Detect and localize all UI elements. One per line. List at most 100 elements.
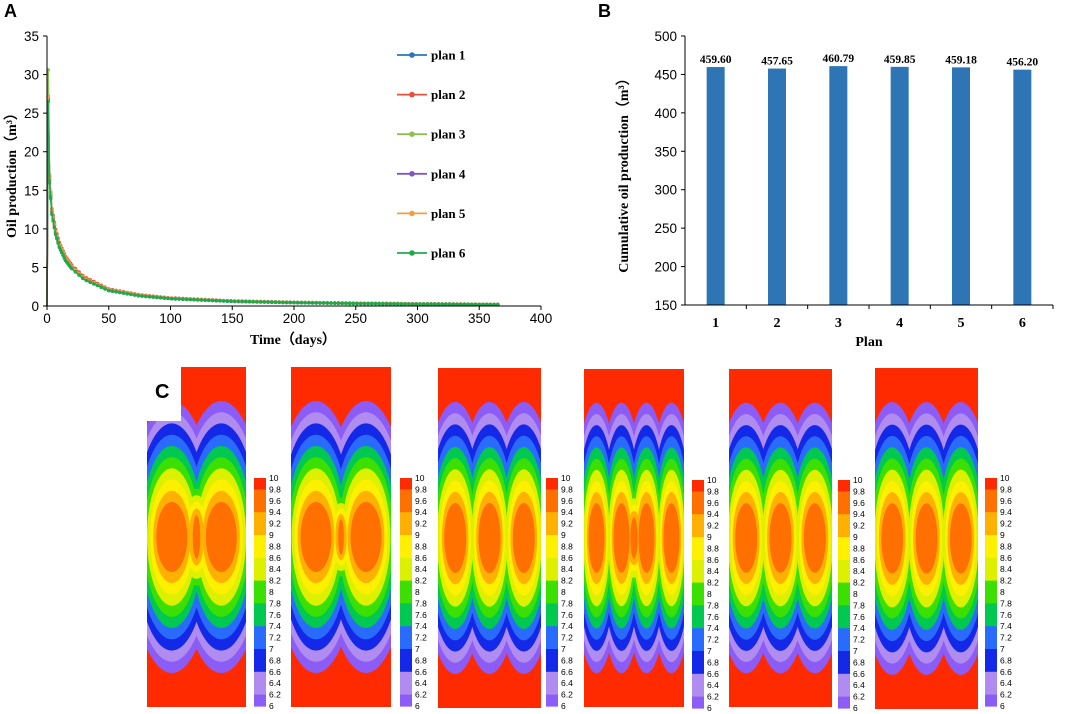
a-series-marker bbox=[48, 196, 53, 201]
a-series-marker bbox=[458, 302, 463, 307]
c-colorbar-tick-label: 9.6 bbox=[1000, 496, 1012, 506]
c-colorbar-tick-label: 9.8 bbox=[269, 484, 281, 494]
c-colorbar-tick-label: 6.6 bbox=[853, 669, 865, 679]
a-series-marker bbox=[295, 300, 300, 305]
c-colorbar-tick-label: 6 bbox=[415, 701, 420, 711]
a-series-marker bbox=[373, 301, 378, 306]
c-colorbar-segment bbox=[838, 548, 850, 561]
c-colorbar-tick-label: 9 bbox=[561, 530, 566, 540]
b-bar-group-5: 459.18 5 bbox=[945, 54, 993, 331]
c-colorbar-segment bbox=[400, 649, 412, 661]
c-colorbar-segment bbox=[838, 571, 850, 584]
b-x-tick-label: 4 bbox=[896, 316, 903, 331]
c-colorbar-segment bbox=[692, 525, 704, 538]
c-colorbar-tick-label: 6.6 bbox=[1000, 667, 1012, 677]
c-colorbar-segment bbox=[400, 569, 412, 582]
c-colorbar-segment bbox=[546, 535, 558, 547]
c-colorbar-segment bbox=[546, 592, 558, 604]
a-legend-swatch-marker bbox=[409, 171, 415, 177]
a-legend-item-4: plan 4 bbox=[397, 166, 466, 181]
a-legend-item-5: plan 5 bbox=[397, 206, 466, 221]
a-series-marker bbox=[61, 253, 65, 257]
a-series-marker bbox=[114, 290, 118, 294]
a-x-axis-title: Time（days） bbox=[250, 332, 336, 348]
c-colorbar-segment bbox=[692, 605, 704, 618]
b-y-tick-label: 450 bbox=[654, 67, 677, 82]
a-series-marker bbox=[81, 276, 85, 281]
c-map-plan-1: 109.8 9.69.4 9.298.8 8.68.4 8.287.8 7.67.4 7.2… bbox=[147, 367, 281, 711]
a-legend-label: plan 2 bbox=[431, 87, 465, 102]
c-colorbar-tick-label: 7.6 bbox=[707, 612, 719, 622]
a-series-marker bbox=[151, 295, 155, 299]
c-colorbar-segment bbox=[985, 694, 997, 707]
a-y-tick-label: 15 bbox=[24, 183, 39, 198]
c-colorbar-tick-label: 6.6 bbox=[415, 667, 427, 677]
a-series-marker bbox=[395, 302, 400, 306]
c-colorbar-tick-label: 8.8 bbox=[269, 541, 281, 551]
c-colorbar-tick-label: 7.2 bbox=[1000, 633, 1012, 643]
c-colorbar-tick-label: 8.6 bbox=[1000, 553, 1012, 563]
c-colorbar-segment bbox=[254, 512, 266, 525]
c-colorbar-tick-label: 6.6 bbox=[707, 669, 719, 679]
c-map-field bbox=[875, 368, 978, 709]
a-legend-item-2: plan 2 bbox=[397, 87, 465, 102]
c-colorbar-segment bbox=[400, 512, 412, 525]
c-contour-band bbox=[735, 503, 758, 573]
a-series-marker bbox=[399, 302, 404, 306]
c-colorbar-segment bbox=[254, 557, 266, 570]
c-colorbar-tick-label: 8.8 bbox=[561, 541, 573, 551]
a-series-marker bbox=[110, 289, 115, 294]
c-colorbar-segment bbox=[254, 592, 266, 604]
c-colorbar-tick-label: 8.8 bbox=[415, 541, 427, 551]
a-series-marker bbox=[425, 302, 430, 306]
panel-c-label-box bbox=[147, 367, 181, 421]
c-colorbar-tick-label: 6 bbox=[853, 703, 858, 713]
c-colorbar-tick-label: 8.4 bbox=[561, 564, 573, 574]
c-colorbar-tick-label: 8 bbox=[415, 587, 420, 597]
a-series-marker bbox=[277, 300, 282, 305]
c-colorbar-tick-label: 8.8 bbox=[707, 543, 719, 553]
a-series-marker bbox=[440, 302, 445, 307]
c-colorbar-segment bbox=[838, 605, 850, 618]
c-colorbar-tick-label: 7.2 bbox=[707, 635, 719, 645]
panel-label-c: C bbox=[155, 381, 169, 403]
c-colorbar-tick-label: 9.2 bbox=[561, 519, 573, 529]
a-series-marker bbox=[140, 294, 144, 298]
c-colorbar-tick-label: 9.6 bbox=[415, 496, 427, 506]
a-series-marker bbox=[103, 287, 107, 291]
c-colorbar-tick-label: 8.4 bbox=[269, 564, 281, 574]
c-colorbar-segment bbox=[985, 626, 997, 639]
c-colorbar-segment bbox=[985, 649, 997, 661]
c-contour-bridge bbox=[775, 513, 786, 563]
a-series-marker bbox=[255, 300, 259, 304]
a-x-tick-label: 100 bbox=[159, 311, 182, 326]
c-colorbar-tick-label: 7 bbox=[269, 644, 274, 654]
a-legend-swatch-marker bbox=[409, 210, 415, 217]
c-colorbar-tick-label: 8.4 bbox=[853, 566, 865, 576]
c-colorbar-segment bbox=[546, 671, 558, 684]
c-colorbar-segment bbox=[985, 478, 997, 490]
a-series-marker bbox=[381, 301, 385, 306]
a-series-marker bbox=[84, 278, 89, 283]
c-colorbar-segment bbox=[692, 514, 704, 527]
a-series-marker bbox=[351, 301, 356, 306]
a-series-marker bbox=[240, 299, 244, 304]
c-colorbar-segment bbox=[692, 594, 704, 606]
b-x-tick-label: 3 bbox=[835, 316, 842, 331]
b-x-tick-label: 5 bbox=[958, 316, 965, 331]
b-bar bbox=[706, 67, 725, 305]
a-series-marker bbox=[129, 292, 133, 297]
c-colorbar-plan-1: 109.8 9.69.4 9.298.8 8.68.4 8.287.8 7.67.4 7.2… bbox=[254, 473, 281, 711]
c-colorbar-segment bbox=[985, 546, 997, 559]
c-contour-band bbox=[156, 502, 188, 572]
a-series-marker bbox=[451, 302, 456, 307]
b-y-tick-label: 150 bbox=[654, 298, 677, 313]
c-colorbar-tick-label: 9.4 bbox=[561, 507, 573, 517]
a-series-marker bbox=[125, 292, 130, 296]
c-colorbar-tick-label: 8.8 bbox=[853, 543, 865, 553]
a-series-marker bbox=[340, 301, 345, 306]
b-data-label: 459.85 bbox=[884, 54, 916, 66]
c-colorbar-segment bbox=[546, 694, 558, 707]
a-y-tick-label: 20 bbox=[24, 145, 39, 160]
